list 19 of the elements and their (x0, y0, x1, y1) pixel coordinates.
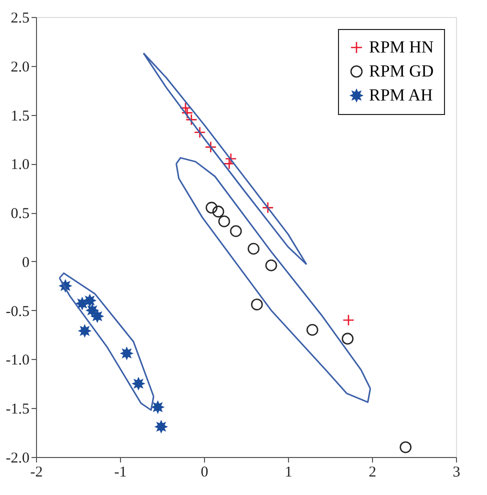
y-tick-label: -1.0 (6, 352, 30, 369)
y-tick-label: 1.5 (10, 108, 30, 124)
legend-label: RPM AH (369, 86, 433, 104)
y-tick-label: 0.5 (10, 206, 30, 222)
y-tick-label: -1.5 (6, 402, 30, 418)
x-tick-label: -2 (30, 464, 43, 480)
y-tick-label: 1.0 (10, 157, 30, 174)
x-tick-label: 0 (200, 464, 208, 480)
x-tick-label: 2 (368, 464, 376, 480)
y-tick-label: -0.5 (6, 304, 30, 320)
y-tick-label: 2.0 (10, 59, 30, 76)
y-tick-label: 2.5 (10, 10, 30, 26)
x-tick-label: 1 (284, 464, 292, 480)
x-tick-label: -1 (114, 464, 127, 480)
x-tick-label: 3 (452, 464, 460, 480)
y-tick-label: 0 (22, 254, 30, 271)
legend-label: RPM HN (369, 38, 434, 56)
legend-label: RPM GD (369, 62, 434, 80)
y-tick-label: -2.0 (6, 450, 30, 466)
